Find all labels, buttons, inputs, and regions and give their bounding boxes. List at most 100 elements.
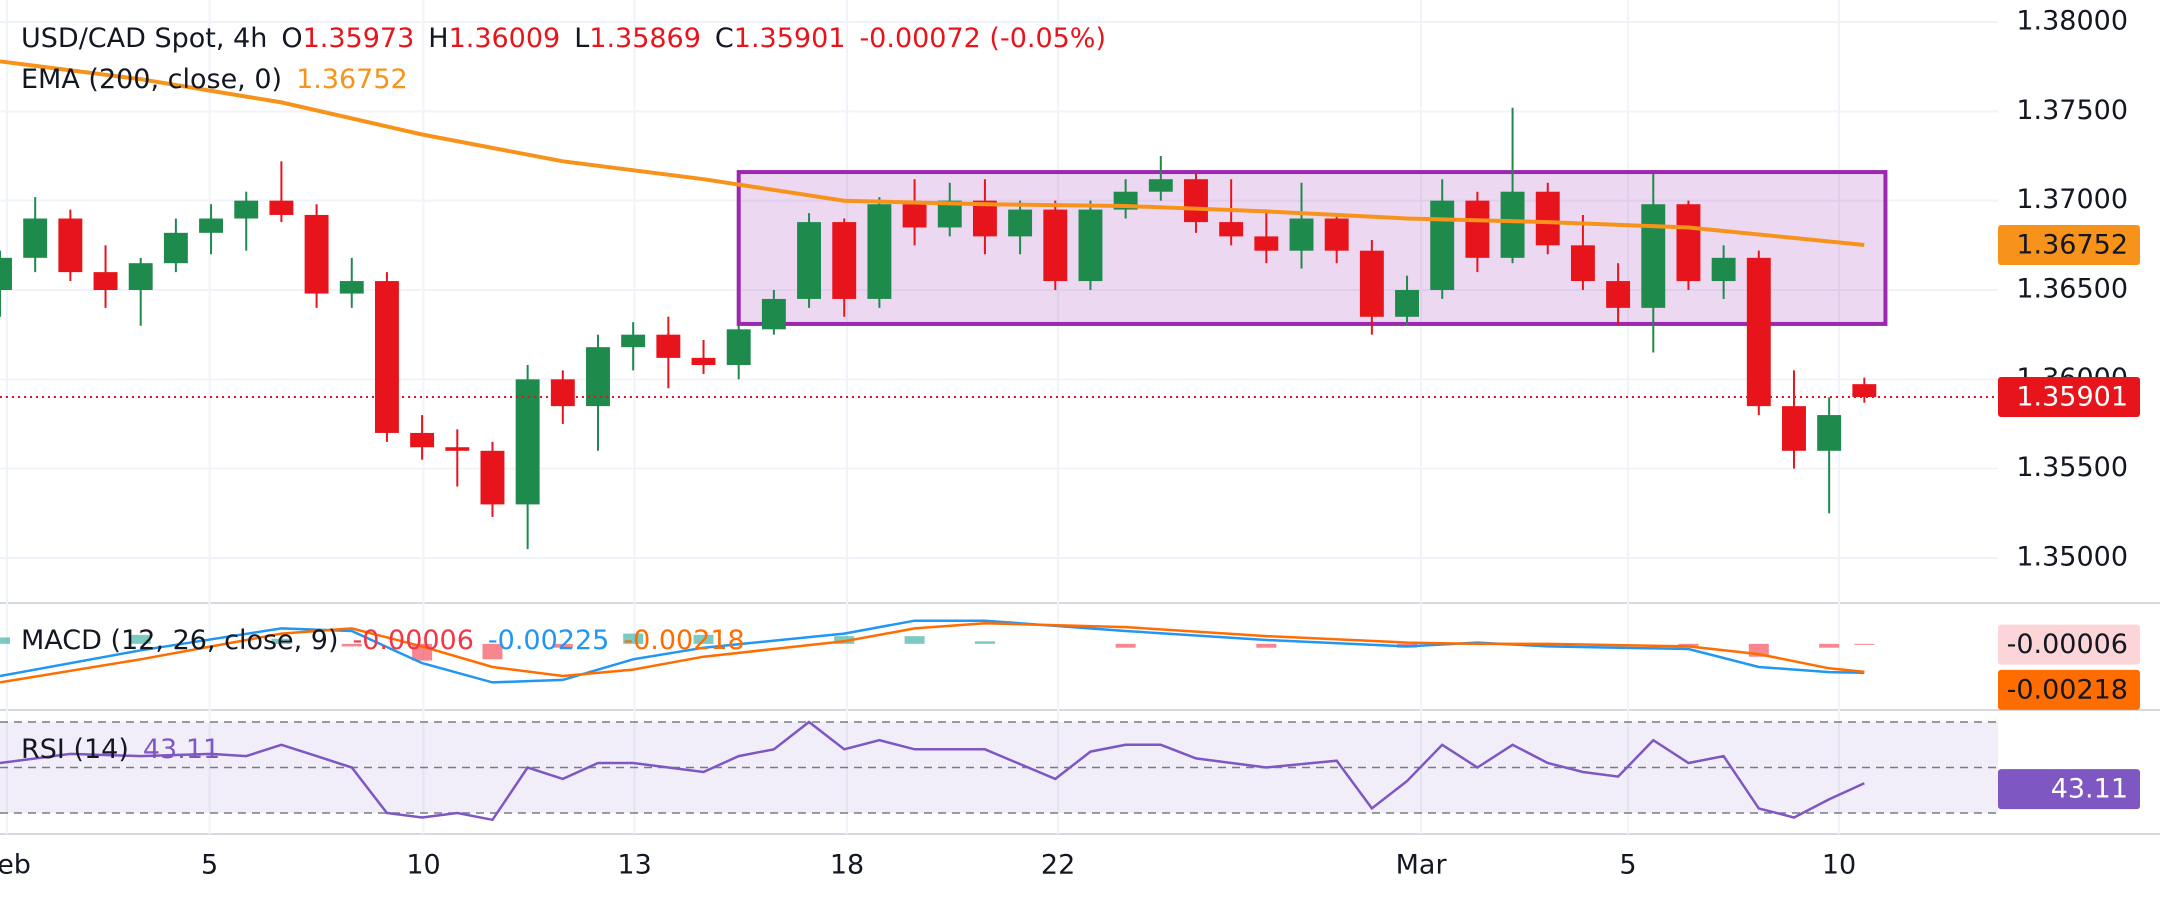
candle-body bbox=[937, 200, 962, 228]
x-tick-label: 10 bbox=[1822, 850, 1856, 881]
y-tick-label: 1.38000 bbox=[2016, 5, 2128, 36]
candle-body bbox=[410, 432, 435, 448]
symbol-title: USD/CAD Spot, 4h bbox=[21, 23, 267, 54]
y-tick-label: 1.35000 bbox=[2016, 542, 2128, 573]
candle-body bbox=[58, 218, 83, 273]
candle-body bbox=[128, 263, 153, 290]
macd-line bbox=[0, 619, 1865, 684]
price-badge bbox=[1998, 669, 2140, 710]
candle-body bbox=[1852, 384, 1877, 398]
candle-body bbox=[1184, 179, 1208, 223]
candle-body bbox=[867, 204, 892, 299]
macd-histogram-bar bbox=[271, 638, 292, 644]
candle-body bbox=[1219, 222, 1244, 237]
macd-histogram-bar bbox=[341, 643, 362, 647]
x-tick-label: 5 bbox=[1619, 850, 1636, 881]
candle-body bbox=[691, 357, 716, 366]
candle-body bbox=[0, 257, 12, 290]
candle-body bbox=[1676, 204, 1701, 282]
macd-histogram-bar bbox=[1819, 643, 1840, 648]
x-tick-label: 10 bbox=[406, 850, 440, 881]
candle-body bbox=[797, 222, 822, 299]
x-tick-label: 5 bbox=[201, 850, 218, 881]
x-tick-label: Mar bbox=[1396, 850, 1448, 881]
candle-body bbox=[1641, 204, 1666, 308]
macd-histogram-bar bbox=[552, 643, 573, 648]
grid bbox=[0, 0, 1998, 834]
candle-body bbox=[1359, 250, 1384, 317]
price-badge bbox=[1998, 769, 2140, 810]
ohlc-key: O bbox=[281, 23, 302, 54]
candle-body bbox=[480, 450, 505, 505]
rsi-value: 43.11 bbox=[143, 734, 220, 765]
rsi-title: RSI (14) bbox=[21, 734, 129, 765]
x-tick-label: 13 bbox=[617, 850, 651, 881]
candle-body bbox=[1465, 200, 1490, 258]
candle-body bbox=[1570, 245, 1595, 282]
candle-body bbox=[269, 200, 294, 215]
macd-histogram-bar bbox=[1115, 643, 1136, 648]
price-badge-label: -0.00218 bbox=[2007, 674, 2128, 705]
macd-histogram-bar bbox=[904, 636, 925, 644]
candle-body bbox=[1078, 209, 1103, 282]
price-badge bbox=[1998, 624, 2140, 665]
candle-body bbox=[1324, 218, 1349, 251]
candle-body bbox=[550, 379, 575, 407]
legend-line: USD/CAD Spot, 4h O1.35973 H1.36009 L1.35869… bbox=[21, 23, 1106, 54]
y-tick-label: 1.36500 bbox=[2016, 273, 2128, 304]
candle-body bbox=[1148, 179, 1173, 192]
macd-histogram-bar bbox=[1854, 643, 1875, 645]
ohlc-value: 1.35901 bbox=[734, 23, 846, 54]
macd-histogram-bar bbox=[974, 641, 995, 644]
ema-name: EMA (200, close, 0) bbox=[21, 64, 282, 95]
candle-body bbox=[726, 329, 751, 366]
candle-body bbox=[304, 214, 329, 294]
candle-body bbox=[1711, 257, 1736, 282]
candle-body bbox=[1254, 236, 1279, 251]
macd-legend-item: -0.00225 bbox=[488, 625, 609, 656]
candle-body bbox=[1430, 200, 1455, 290]
y-tick-label: 1.35500 bbox=[2016, 452, 2128, 483]
candle-body bbox=[1817, 415, 1842, 451]
price-badge-label: -0.00006 bbox=[2007, 629, 2128, 660]
candle-body bbox=[832, 222, 857, 299]
candle-body bbox=[163, 232, 188, 264]
ohlc-value: 1.35869 bbox=[589, 23, 701, 54]
macd-legend-item: MACD (12, 26, close, 9) bbox=[21, 625, 339, 656]
candle-body bbox=[972, 200, 997, 237]
ohlc-value: 1.35973 bbox=[303, 23, 415, 54]
candle-body bbox=[445, 447, 470, 451]
ema-value: 1.36752 bbox=[296, 64, 408, 95]
candle-body bbox=[1606, 281, 1631, 308]
macd-histogram-bar bbox=[693, 634, 714, 644]
candle-body bbox=[374, 281, 399, 433]
labels: Feb510131822Mar5101.350001.355001.360001… bbox=[0, 5, 2140, 881]
macd-histogram-bar bbox=[0, 637, 10, 644]
macd-legend: MACD (12, 26, close, 9) -0.00006 -0.00225-… bbox=[21, 625, 745, 656]
x-tick-label: Feb bbox=[0, 850, 31, 881]
candle-body bbox=[1782, 406, 1806, 451]
signal-line bbox=[0, 622, 1865, 684]
rsi-legend: RSI (14) 43.11 bbox=[21, 734, 220, 765]
candle-body bbox=[23, 218, 48, 258]
macd-legend-item: -0.00006 bbox=[353, 625, 474, 656]
candle-body bbox=[93, 272, 118, 290]
ohlc-key: C bbox=[715, 23, 734, 54]
candle-body bbox=[1395, 289, 1420, 317]
y-tick-label: 1.37500 bbox=[2016, 95, 2128, 126]
candle-body bbox=[621, 334, 646, 348]
candle-body bbox=[656, 334, 681, 358]
candle-body bbox=[199, 218, 224, 233]
price-badge bbox=[1998, 377, 2140, 418]
price-badge bbox=[1998, 224, 2140, 265]
candle-body bbox=[339, 281, 364, 294]
change: -0.00072 (-0.05%) bbox=[859, 23, 1106, 54]
y-tick-label: 1.37000 bbox=[2016, 184, 2128, 215]
macd-histogram-bar bbox=[834, 636, 855, 644]
macd-histogram-bar bbox=[1678, 643, 1699, 647]
ema-line bbox=[0, 59, 1865, 247]
macd-histogram-bar bbox=[623, 633, 644, 644]
candle-body bbox=[1043, 209, 1068, 282]
price-badge-label: 1.35901 bbox=[2016, 382, 2128, 413]
price-badge-label: 43.11 bbox=[2051, 774, 2128, 805]
